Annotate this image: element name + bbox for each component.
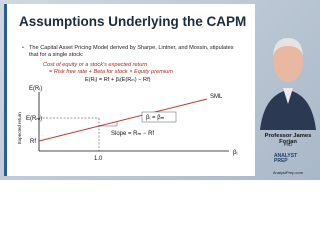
slide: Assumptions Underlying the CAPM The Capi… xyxy=(4,4,255,176)
rf-label: Rf xyxy=(30,139,36,145)
presenter-head xyxy=(273,42,303,82)
formula-line: = Risk free rate + Beta for stock × Equi… xyxy=(49,69,173,75)
hair xyxy=(273,38,303,56)
erm-label: E(Rₘ) xyxy=(26,116,42,122)
sml-diagram: E(Rᵢ) βᵢ Expected return SML E(Rₘ) Rf βᵢ… xyxy=(17,86,237,162)
x-tick-label: 1.0 xyxy=(94,156,103,162)
slope-mark xyxy=(99,121,118,127)
website: AnalystPrep.com xyxy=(272,170,304,175)
y-axis-title: E(Rᵢ) xyxy=(29,86,42,92)
logo: ANALYST PREP xyxy=(274,153,298,164)
label-box xyxy=(141,111,177,123)
shirt xyxy=(283,88,293,104)
sml-line xyxy=(38,98,208,142)
screen: Assumptions Underlying the CAPM The Capi… xyxy=(0,0,320,180)
formula-line: Cost of equity or a stock's expected ret… xyxy=(43,62,148,68)
presenter-name: Professor James Forjan xyxy=(264,133,312,145)
presenter-video xyxy=(260,38,316,130)
line-label: SML xyxy=(210,94,223,100)
presenter-degree: PhD xyxy=(283,142,293,147)
slope-label: Slope = Rₘ − Rf xyxy=(111,131,154,137)
y-side-label: Expected return xyxy=(17,112,22,144)
beta-label: βᵢ = βₘ xyxy=(146,115,165,121)
presenter-body xyxy=(260,90,316,130)
x-axis-title: βᵢ xyxy=(233,150,237,156)
slide-title: Assumptions Underlying the CAPM xyxy=(19,14,247,29)
formula-line: E(Rᵢ) = Rf + βᵢ(E(Rₘ) − Rf) xyxy=(85,77,151,83)
bullet-text: The Capital Asset Pricing Model derived … xyxy=(22,45,239,59)
